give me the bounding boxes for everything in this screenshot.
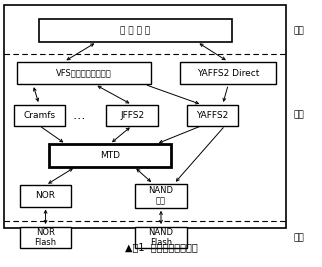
Text: 硬體: 硬體: [293, 233, 304, 242]
Text: Cramfs: Cramfs: [23, 111, 55, 120]
Text: ▲图1  三種文件系統結構: ▲图1 三種文件系統結構: [125, 242, 197, 252]
FancyBboxPatch shape: [20, 227, 71, 248]
Text: YAFFS2 Direct: YAFFS2 Direct: [197, 69, 260, 78]
FancyBboxPatch shape: [187, 105, 238, 125]
FancyBboxPatch shape: [14, 105, 65, 125]
Text: MTD: MTD: [100, 151, 120, 160]
Text: NAND
記錄: NAND 記錄: [148, 186, 174, 206]
FancyBboxPatch shape: [107, 105, 158, 125]
Text: NOR: NOR: [35, 191, 56, 201]
FancyBboxPatch shape: [135, 184, 187, 208]
FancyBboxPatch shape: [20, 185, 71, 207]
Text: …: …: [73, 109, 86, 122]
Text: JFFS2: JFFS2: [120, 111, 144, 120]
Text: 用戶: 用戶: [293, 26, 304, 35]
Text: 核心: 核心: [293, 111, 304, 120]
Text: VFS（虛擬文件系統）: VFS（虛擬文件系統）: [56, 69, 112, 78]
FancyBboxPatch shape: [49, 144, 171, 167]
Text: NOR
Flash: NOR Flash: [34, 228, 57, 247]
FancyBboxPatch shape: [135, 227, 187, 248]
FancyBboxPatch shape: [39, 19, 232, 42]
Text: YAFFS2: YAFFS2: [196, 111, 228, 120]
FancyBboxPatch shape: [4, 5, 286, 228]
Text: 用 户 程 序: 用 户 程 序: [120, 26, 150, 35]
Text: NAND
Flash: NAND Flash: [148, 228, 174, 247]
FancyBboxPatch shape: [17, 62, 151, 84]
FancyBboxPatch shape: [180, 62, 276, 84]
